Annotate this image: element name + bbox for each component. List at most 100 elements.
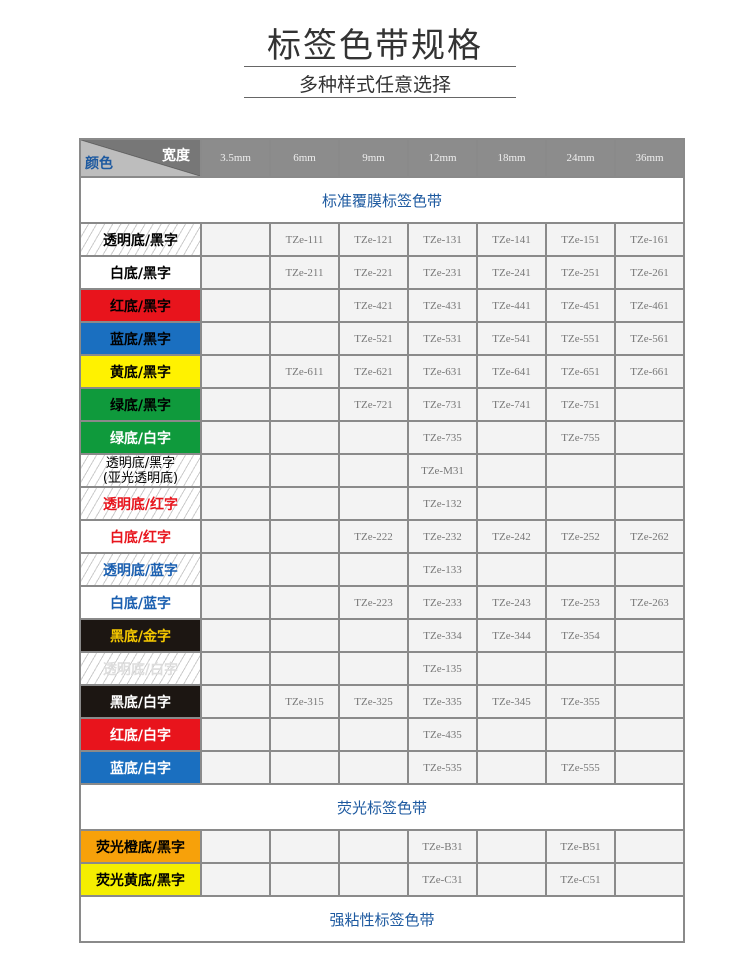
model-cell: TZe-243 <box>476 585 547 620</box>
model-cell <box>338 552 409 587</box>
color-label-cell: 荧光黄底/黑字 <box>79 862 202 897</box>
model-cell <box>200 222 271 257</box>
model-cell <box>338 750 409 785</box>
model-cell: TZe-661 <box>614 354 685 389</box>
model-cell: TZe-535 <box>407 750 478 785</box>
color-label-cell: 透明底/白字 <box>79 651 202 686</box>
model-cell <box>338 862 409 897</box>
model-cell <box>614 486 685 521</box>
width-label: 宽度 <box>162 148 190 164</box>
model-cell: TZe-C31 <box>407 862 478 897</box>
model-cell <box>200 486 271 521</box>
color-label-cell: 透明底/黑字 (亚光透明底) <box>79 453 202 488</box>
model-cell: TZe-315 <box>269 684 340 719</box>
model-cell: TZe-222 <box>338 519 409 554</box>
model-cell: TZe-141 <box>476 222 547 257</box>
model-cell <box>269 486 340 521</box>
model-cell <box>476 552 547 587</box>
model-cell <box>269 618 340 653</box>
model-cell: TZe-621 <box>338 354 409 389</box>
model-cell <box>476 420 547 455</box>
model-cell: TZe-435 <box>407 717 478 752</box>
model-cell <box>614 862 685 897</box>
section-row: 荧光标签色带 <box>79 783 685 831</box>
model-cell <box>614 552 685 587</box>
model-cell <box>200 585 271 620</box>
model-cell <box>200 453 271 488</box>
model-cell: TZe-441 <box>476 288 547 323</box>
color-label-cell: 黑底/金字 <box>79 618 202 653</box>
model-cell <box>269 288 340 323</box>
model-cell: TZe-421 <box>338 288 409 323</box>
table-row: 绿底/黑字 TZe-721 TZe-731 TZe-741 TZe-751 <box>79 387 685 422</box>
model-cell <box>338 420 409 455</box>
color-label-cell: 红底/白字 <box>79 717 202 752</box>
table-row: 荧光橙底/黑字 TZe-B31 TZe-B51 <box>79 829 685 864</box>
divider <box>244 97 516 98</box>
model-cell <box>545 651 616 686</box>
color-label-cell: 黑底/白字 <box>79 684 202 719</box>
model-cell <box>614 750 685 785</box>
model-cell <box>200 519 271 554</box>
model-cell: TZe-211 <box>269 255 340 290</box>
model-cell <box>338 717 409 752</box>
model-cell: TZe-735 <box>407 420 478 455</box>
table-row: 白底/黑字 TZe-211 TZe-221 TZe-231 TZe-241 TZe-251… <box>79 255 685 290</box>
color-label-cell: 黄底/黑字 <box>79 354 202 389</box>
model-cell: TZe-555 <box>545 750 616 785</box>
color-label-cell: 透明底/红字 <box>79 486 202 521</box>
section-title: 标准覆膜标签色带 <box>79 176 685 224</box>
model-cell: TZe-451 <box>545 288 616 323</box>
table-row: 蓝底/白字 TZe-535 TZe-555 <box>79 750 685 785</box>
corner-cell: 宽度 颜色 <box>79 138 202 178</box>
model-cell: TZe-251 <box>545 255 616 290</box>
model-cell <box>476 750 547 785</box>
model-cell <box>338 453 409 488</box>
model-cell <box>269 862 340 897</box>
model-cell <box>200 750 271 785</box>
model-cell <box>545 552 616 587</box>
model-cell: TZe-221 <box>338 255 409 290</box>
model-cell <box>200 684 271 719</box>
model-cell: TZe-111 <box>269 222 340 257</box>
model-cell: TZe-135 <box>407 651 478 686</box>
model-cell: TZe-741 <box>476 387 547 422</box>
model-cell <box>614 829 685 864</box>
model-cell: TZe-751 <box>545 387 616 422</box>
table-row: 红底/白字 TZe-435 <box>79 717 685 752</box>
color-label-cell: 绿底/白字 <box>79 420 202 455</box>
section-title: 强粘性标签色带 <box>79 895 685 943</box>
model-cell <box>338 829 409 864</box>
model-cell: TZe-731 <box>407 387 478 422</box>
model-cell <box>200 651 271 686</box>
model-cell <box>269 829 340 864</box>
color-label-cell: 白底/红字 <box>79 519 202 554</box>
model-cell: TZe-651 <box>545 354 616 389</box>
model-cell: TZe-354 <box>545 618 616 653</box>
model-cell: TZe-461 <box>614 288 685 323</box>
model-cell <box>269 717 340 752</box>
model-cell <box>614 618 685 653</box>
color-label-cell: 白底/蓝字 <box>79 585 202 620</box>
color-label-cell: 绿底/黑字 <box>79 387 202 422</box>
model-cell: TZe-335 <box>407 684 478 719</box>
model-cell <box>200 862 271 897</box>
model-cell <box>269 651 340 686</box>
model-cell: TZe-131 <box>407 222 478 257</box>
model-cell <box>338 486 409 521</box>
model-cell: TZe-355 <box>545 684 616 719</box>
model-cell <box>200 387 271 422</box>
model-cell <box>269 420 340 455</box>
table-row: 白底/红字 TZe-222 TZe-232 TZe-242 TZe-252 TZe-262 <box>79 519 685 554</box>
model-cell: TZe-M31 <box>407 453 478 488</box>
table-row: 透明底/红字 TZe-132 <box>79 486 685 521</box>
model-cell: TZe-223 <box>338 585 409 620</box>
model-cell: TZe-344 <box>476 618 547 653</box>
model-cell: TZe-B51 <box>545 829 616 864</box>
table-row: 红底/黑字 TZe-421 TZe-431 TZe-441 TZe-451 TZe-461 <box>79 288 685 323</box>
model-cell <box>476 829 547 864</box>
table-row: 绿底/白字 TZe-735 TZe-755 <box>79 420 685 455</box>
table-row: 黑底/白字 TZe-315 TZe-325 TZe-335 TZe-345 TZe-355 <box>79 684 685 719</box>
model-cell <box>269 585 340 620</box>
color-label-cell: 白底/黑字 <box>79 255 202 290</box>
